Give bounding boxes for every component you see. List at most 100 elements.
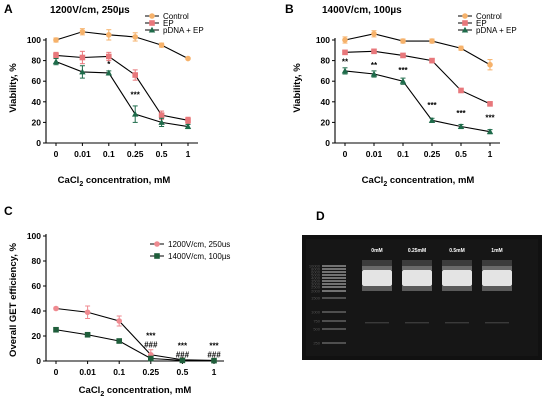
y-tick-label-b: 80 bbox=[321, 56, 331, 66]
y-tick-label-b: 60 bbox=[321, 76, 331, 86]
panel-title-a: 1200V/cm, 250µs bbox=[50, 5, 130, 16]
x-tick-label-c: 0.1 bbox=[113, 367, 125, 377]
ladder-band bbox=[322, 320, 346, 322]
data-point-a-1 bbox=[79, 54, 86, 61]
ladder-band bbox=[322, 280, 346, 282]
x-tick-label-a: 0 bbox=[54, 149, 59, 159]
significance-marker-b: ** bbox=[371, 61, 378, 70]
legend-marker-a bbox=[148, 26, 156, 33]
y-tick-label-a: 40 bbox=[32, 97, 42, 107]
y-tick-label-c: 80 bbox=[32, 256, 42, 266]
lane-label: 0mM bbox=[371, 248, 382, 254]
ladder-size-label: 10000 bbox=[309, 263, 321, 268]
ladder-size-label: 4000 bbox=[311, 275, 321, 280]
lane-band-main bbox=[442, 270, 472, 286]
y-tick-label-c: 40 bbox=[32, 306, 42, 316]
legend-label-c: 1200V/cm, 250us bbox=[168, 240, 230, 249]
lane-label: 0.25mM bbox=[408, 248, 426, 254]
data-point-b-1 bbox=[371, 48, 377, 55]
series-line-b-2 bbox=[344, 70, 491, 133]
y-tick-label-c: 100 bbox=[27, 231, 41, 241]
y-tick-label-a: 20 bbox=[32, 117, 42, 127]
lane-smear bbox=[442, 260, 472, 268]
y-axis-label-c: Overall GET efficiency, % bbox=[8, 243, 19, 357]
legend-label-c: 1400V/cm, 100µs bbox=[168, 252, 230, 261]
data-point-b-1 bbox=[400, 52, 406, 59]
ladder-size-label: 8000 bbox=[311, 266, 321, 271]
ladder-size-label: 3500 bbox=[311, 278, 321, 283]
legend-marker-b bbox=[461, 26, 469, 33]
lane-band-lower bbox=[402, 286, 432, 291]
data-point-a-0 bbox=[53, 37, 59, 43]
data-point-a-0 bbox=[158, 42, 165, 48]
lane-band-lower bbox=[362, 286, 392, 291]
ladder-band bbox=[322, 265, 346, 267]
data-point-b-2 bbox=[399, 77, 407, 84]
data-point-a-0 bbox=[106, 32, 112, 38]
data-point-a-2 bbox=[132, 110, 139, 117]
y-tick-label-c: 20 bbox=[32, 331, 42, 341]
data-point-b-1 bbox=[487, 101, 493, 107]
x-tick-label-b: 0.1 bbox=[397, 149, 409, 159]
ladder-band bbox=[322, 342, 346, 344]
lane-band-upper bbox=[442, 266, 472, 270]
y-tick-label-a: 60 bbox=[32, 76, 42, 86]
data-point-b-2 bbox=[428, 117, 436, 123]
ladder-band bbox=[322, 290, 346, 292]
ladder-size-label: 6000 bbox=[311, 269, 321, 274]
plot-area-b: 0 20 40 60 80 100 0 0.01 0.1 0.25 0.5 1 ControlEPpDN… bbox=[316, 12, 517, 159]
data-point-a-2 bbox=[184, 123, 192, 130]
series-line-c-1 bbox=[55, 329, 215, 362]
ladder-size-label: 500 bbox=[313, 326, 320, 331]
lane-band-main bbox=[482, 270, 512, 286]
x-tick-label-a: 0.5 bbox=[156, 149, 168, 159]
lane-label: 1mM bbox=[491, 248, 502, 254]
ladder-band bbox=[322, 283, 346, 285]
x-tick-label-b: 0 bbox=[343, 149, 348, 159]
x-tick-label-a: 0.1 bbox=[103, 149, 115, 159]
ladder-band bbox=[322, 268, 346, 270]
legend-marker-a bbox=[149, 13, 155, 19]
significance-marker-a: * bbox=[107, 60, 111, 69]
ladder-size-label: 750 bbox=[313, 318, 320, 323]
significance-marker-c: ### bbox=[144, 340, 158, 349]
ladder-band bbox=[322, 297, 346, 299]
data-point-c-1 bbox=[116, 338, 122, 344]
y-tick-label-a: 100 bbox=[27, 35, 41, 45]
x-axis-label-b: CaCl2 concentration, mM bbox=[362, 175, 475, 188]
x-tick-label-c: 1 bbox=[212, 367, 217, 377]
legend-label-b: Control bbox=[476, 12, 502, 21]
series-line-a-1 bbox=[55, 54, 189, 121]
lane-band-upper bbox=[402, 266, 432, 270]
data-point-b-0 bbox=[487, 61, 493, 68]
plot-area-c: 0 20 40 60 80 100 0 0.01 0.1 0.25 0.5 1 1200V/cm, 25… bbox=[27, 231, 231, 377]
x-axis-label-a: CaCl2 concentration, mM bbox=[58, 175, 171, 188]
legend-label-b: pDNA + EP bbox=[476, 26, 517, 35]
y-axis-label-a: Viability, % bbox=[8, 63, 19, 113]
ladder-size-label: 2500 bbox=[311, 284, 321, 289]
data-point-a-0 bbox=[79, 28, 86, 35]
significance-marker-c: ### bbox=[176, 350, 190, 359]
y-tick-label-c: 0 bbox=[36, 356, 41, 366]
data-point-a-2 bbox=[52, 58, 60, 65]
data-point-b-0 bbox=[429, 38, 435, 44]
ladder-size-label: 1500 bbox=[311, 295, 321, 300]
data-point-a-1 bbox=[132, 72, 138, 78]
data-point-b-2 bbox=[341, 67, 349, 74]
data-point-a-2 bbox=[105, 69, 112, 76]
ladder-band bbox=[322, 274, 346, 276]
data-point-b-0 bbox=[342, 37, 348, 43]
x-axis-label-c: CaCl2 concentration, mM bbox=[79, 385, 192, 398]
data-point-a-1 bbox=[185, 117, 191, 124]
significance-marker-b: *** bbox=[398, 66, 408, 75]
lane-label: 0.5mM bbox=[449, 248, 465, 254]
panel-title-b: 1400V/cm, 100µs bbox=[322, 5, 402, 16]
data-point-a-2 bbox=[79, 68, 86, 75]
series-line-c-0 bbox=[55, 307, 215, 361]
x-tick-label-c: 0.01 bbox=[79, 367, 96, 377]
x-tick-label-a: 0.01 bbox=[74, 149, 91, 159]
y-tick-label-a: 0 bbox=[36, 138, 41, 148]
y-tick-label-b: 100 bbox=[316, 35, 330, 45]
legend-label-a: Control bbox=[163, 12, 189, 21]
